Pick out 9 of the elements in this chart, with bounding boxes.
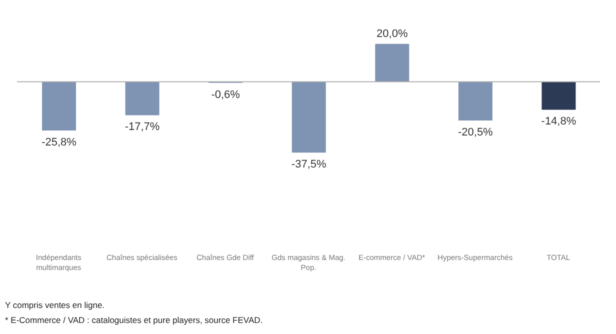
data-label: -37,5% <box>291 158 326 171</box>
text: * E-Commerce / VAD : cataloguistes et pure players, source FEVAD. <box>5 314 263 327</box>
text: Y compris ventes en ligne. <box>5 299 106 312</box>
data-label: -14,8% <box>541 116 576 128</box>
data-label: -25,8% <box>42 136 77 149</box>
data-label: -17,7% <box>124 121 160 134</box>
data-label: -0,6% <box>211 88 240 101</box>
data-label: -20,5% <box>458 126 494 139</box>
data-label: 20,0% <box>376 28 408 40</box>
